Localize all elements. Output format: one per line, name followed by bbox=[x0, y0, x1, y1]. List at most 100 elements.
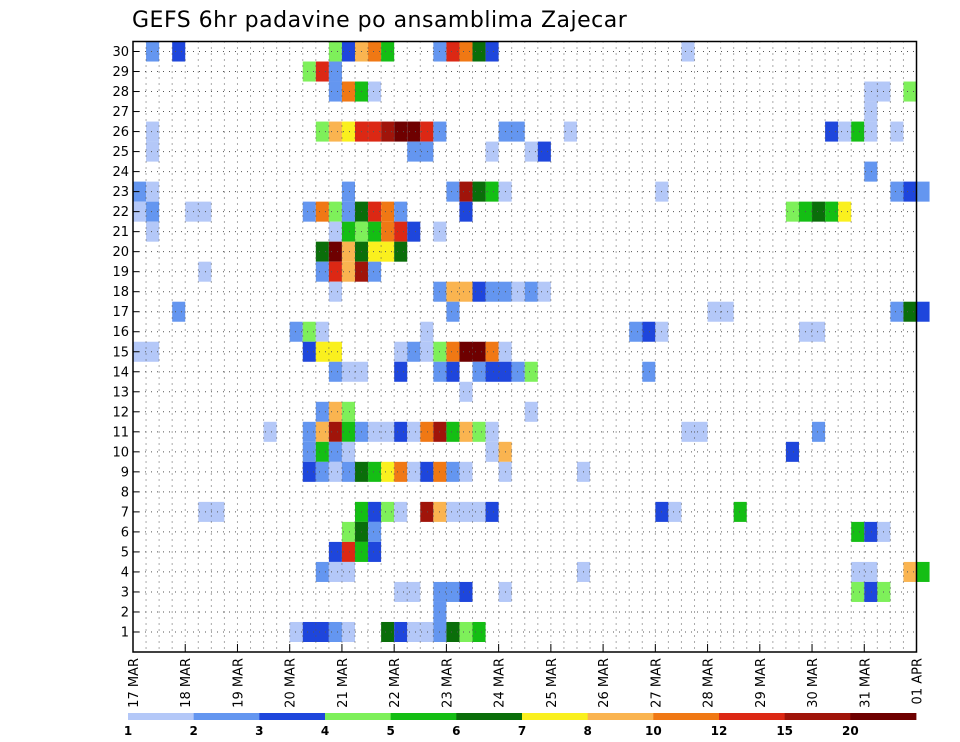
heatmap-cell bbox=[302, 61, 316, 82]
heatmap-cell bbox=[459, 181, 473, 202]
heatmap-cell bbox=[851, 521, 865, 542]
heatmap-cell bbox=[302, 321, 316, 342]
colorbar-tick-label: 7 bbox=[518, 724, 526, 738]
heatmap-cell bbox=[328, 81, 342, 102]
y-tick-label: 17 bbox=[112, 305, 129, 320]
heatmap-cell bbox=[472, 281, 486, 302]
heatmap-cell bbox=[368, 461, 382, 482]
heatmap-cell bbox=[851, 581, 865, 602]
heatmap-cell bbox=[328, 281, 342, 302]
heatmap-cell bbox=[328, 421, 342, 442]
x-tick-label: 26 MAR bbox=[597, 658, 612, 708]
heatmap-cell bbox=[629, 321, 643, 342]
heatmap-cell bbox=[394, 121, 408, 142]
heatmap-cell bbox=[315, 341, 342, 362]
x-tick-label: 23 MAR bbox=[440, 658, 455, 708]
y-tick-label: 27 bbox=[112, 105, 129, 120]
heatmap-cell bbox=[328, 561, 355, 582]
heatmap-cell bbox=[394, 421, 408, 442]
heatmap-cell bbox=[485, 141, 499, 162]
heatmap-cell bbox=[446, 501, 486, 522]
heatmap-cell bbox=[302, 621, 329, 642]
heatmap-cell bbox=[146, 221, 160, 242]
heatmap-cell bbox=[916, 561, 930, 582]
heatmap-cell bbox=[341, 261, 355, 282]
x-tick-label: 28 MAR bbox=[702, 658, 717, 708]
x-tick-label: 25 MAR bbox=[545, 658, 560, 708]
y-tick-label: 11 bbox=[112, 425, 129, 440]
heatmap-cell bbox=[341, 81, 355, 102]
heatmap-cell bbox=[446, 621, 460, 642]
heatmap-cell bbox=[302, 461, 316, 482]
y-axis-ticks: 1234567891011121314151617181920212223242… bbox=[112, 45, 139, 640]
heatmap-cell bbox=[864, 581, 878, 602]
x-tick-label: 29 MAR bbox=[754, 658, 769, 708]
heatmap-cell bbox=[890, 181, 904, 202]
heatmap-cell bbox=[524, 401, 538, 422]
y-tick-label: 18 bbox=[112, 285, 129, 300]
heatmap-cell bbox=[315, 461, 329, 482]
heatmap-cell bbox=[916, 181, 930, 202]
heatmap-cell bbox=[381, 621, 395, 642]
colorbar-segment bbox=[128, 713, 195, 720]
heatmap-cell bbox=[472, 341, 486, 362]
heatmap-cell bbox=[315, 441, 329, 462]
heatmap-cell bbox=[394, 581, 421, 602]
x-tick-label: 22 MAR bbox=[388, 658, 403, 708]
heatmap-cell bbox=[198, 261, 212, 282]
heatmap-cell bbox=[146, 181, 160, 202]
heatmap-cell bbox=[328, 621, 342, 642]
heatmap-cell bbox=[459, 581, 473, 602]
heatmap-cell bbox=[315, 61, 329, 82]
heatmap-cell bbox=[459, 341, 473, 362]
heatmap-cell bbox=[341, 461, 355, 482]
colorbar-segment bbox=[587, 713, 654, 720]
heatmap-cell bbox=[485, 281, 512, 302]
heatmap-cell bbox=[916, 301, 930, 322]
heatmap-cell bbox=[485, 441, 499, 462]
chart-title: GEFS 6hr padavine po ansamblima Zajecar bbox=[132, 8, 628, 33]
heatmap-cell bbox=[407, 221, 421, 242]
heatmap-cell bbox=[146, 41, 160, 62]
heatmap-cell bbox=[263, 421, 277, 442]
heatmap-cell bbox=[524, 281, 538, 302]
heatmap-cell bbox=[368, 81, 382, 102]
heatmap-cell bbox=[903, 301, 917, 322]
y-tick-label: 19 bbox=[112, 265, 129, 280]
heatmap-cell bbox=[368, 221, 382, 242]
heatmap-cell bbox=[472, 621, 486, 642]
heatmap-cell bbox=[133, 341, 160, 362]
heatmap-cell bbox=[315, 241, 329, 262]
x-tick-label: 01 APR bbox=[911, 658, 926, 704]
heatmap-cell bbox=[394, 501, 408, 522]
y-tick-label: 10 bbox=[112, 445, 129, 460]
colorbar-segment bbox=[719, 713, 786, 720]
heatmap-cell bbox=[368, 501, 382, 522]
x-tick-label: 20 MAR bbox=[284, 658, 299, 708]
heatmap-cell bbox=[420, 321, 434, 342]
colorbar-tick-label: 1 bbox=[124, 724, 132, 738]
heatmap-cell bbox=[328, 361, 342, 382]
heatmap-cell bbox=[563, 121, 577, 142]
heatmap-cell bbox=[825, 201, 839, 222]
heatmap-cell bbox=[798, 321, 826, 342]
colorbar-segment bbox=[193, 713, 260, 720]
heatmap-cells bbox=[133, 41, 930, 642]
y-tick-label: 5 bbox=[121, 545, 129, 560]
colorbar-segment bbox=[850, 713, 917, 720]
heatmap-cell bbox=[524, 141, 538, 162]
x-tick-label: 24 MAR bbox=[493, 658, 508, 708]
y-tick-label: 24 bbox=[112, 165, 129, 180]
heatmap-cell bbox=[328, 461, 342, 482]
heatmap-cell bbox=[420, 501, 434, 522]
y-tick-label: 23 bbox=[112, 185, 129, 200]
heatmap-cell bbox=[851, 561, 878, 582]
heatmap-cell bbox=[341, 121, 355, 142]
heatmap-cell bbox=[446, 181, 460, 202]
heatmap-cell bbox=[472, 421, 486, 442]
heatmap-cell bbox=[341, 541, 355, 562]
heatmap-cell bbox=[368, 121, 382, 142]
heatmap-cell bbox=[511, 281, 525, 302]
heatmap-cell bbox=[368, 541, 382, 562]
